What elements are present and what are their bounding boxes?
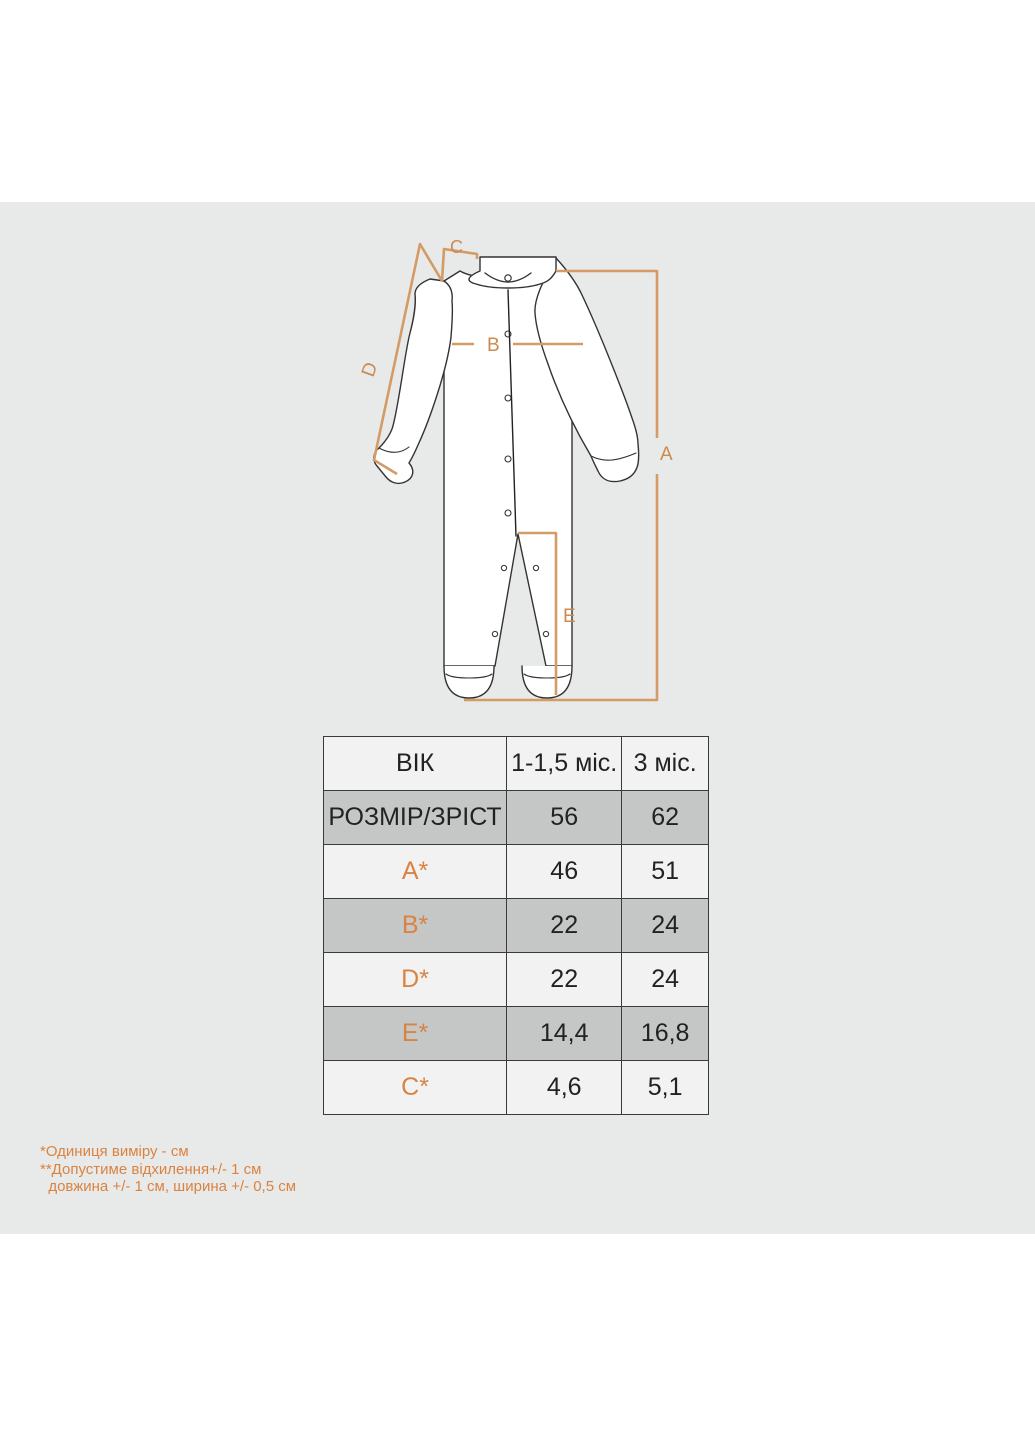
svg-text:D: D (358, 360, 382, 380)
svg-text:C: C (450, 237, 463, 257)
svg-text:E: E (563, 606, 576, 627)
svg-text:B: B (487, 335, 500, 356)
svg-text:A: A (660, 444, 673, 465)
